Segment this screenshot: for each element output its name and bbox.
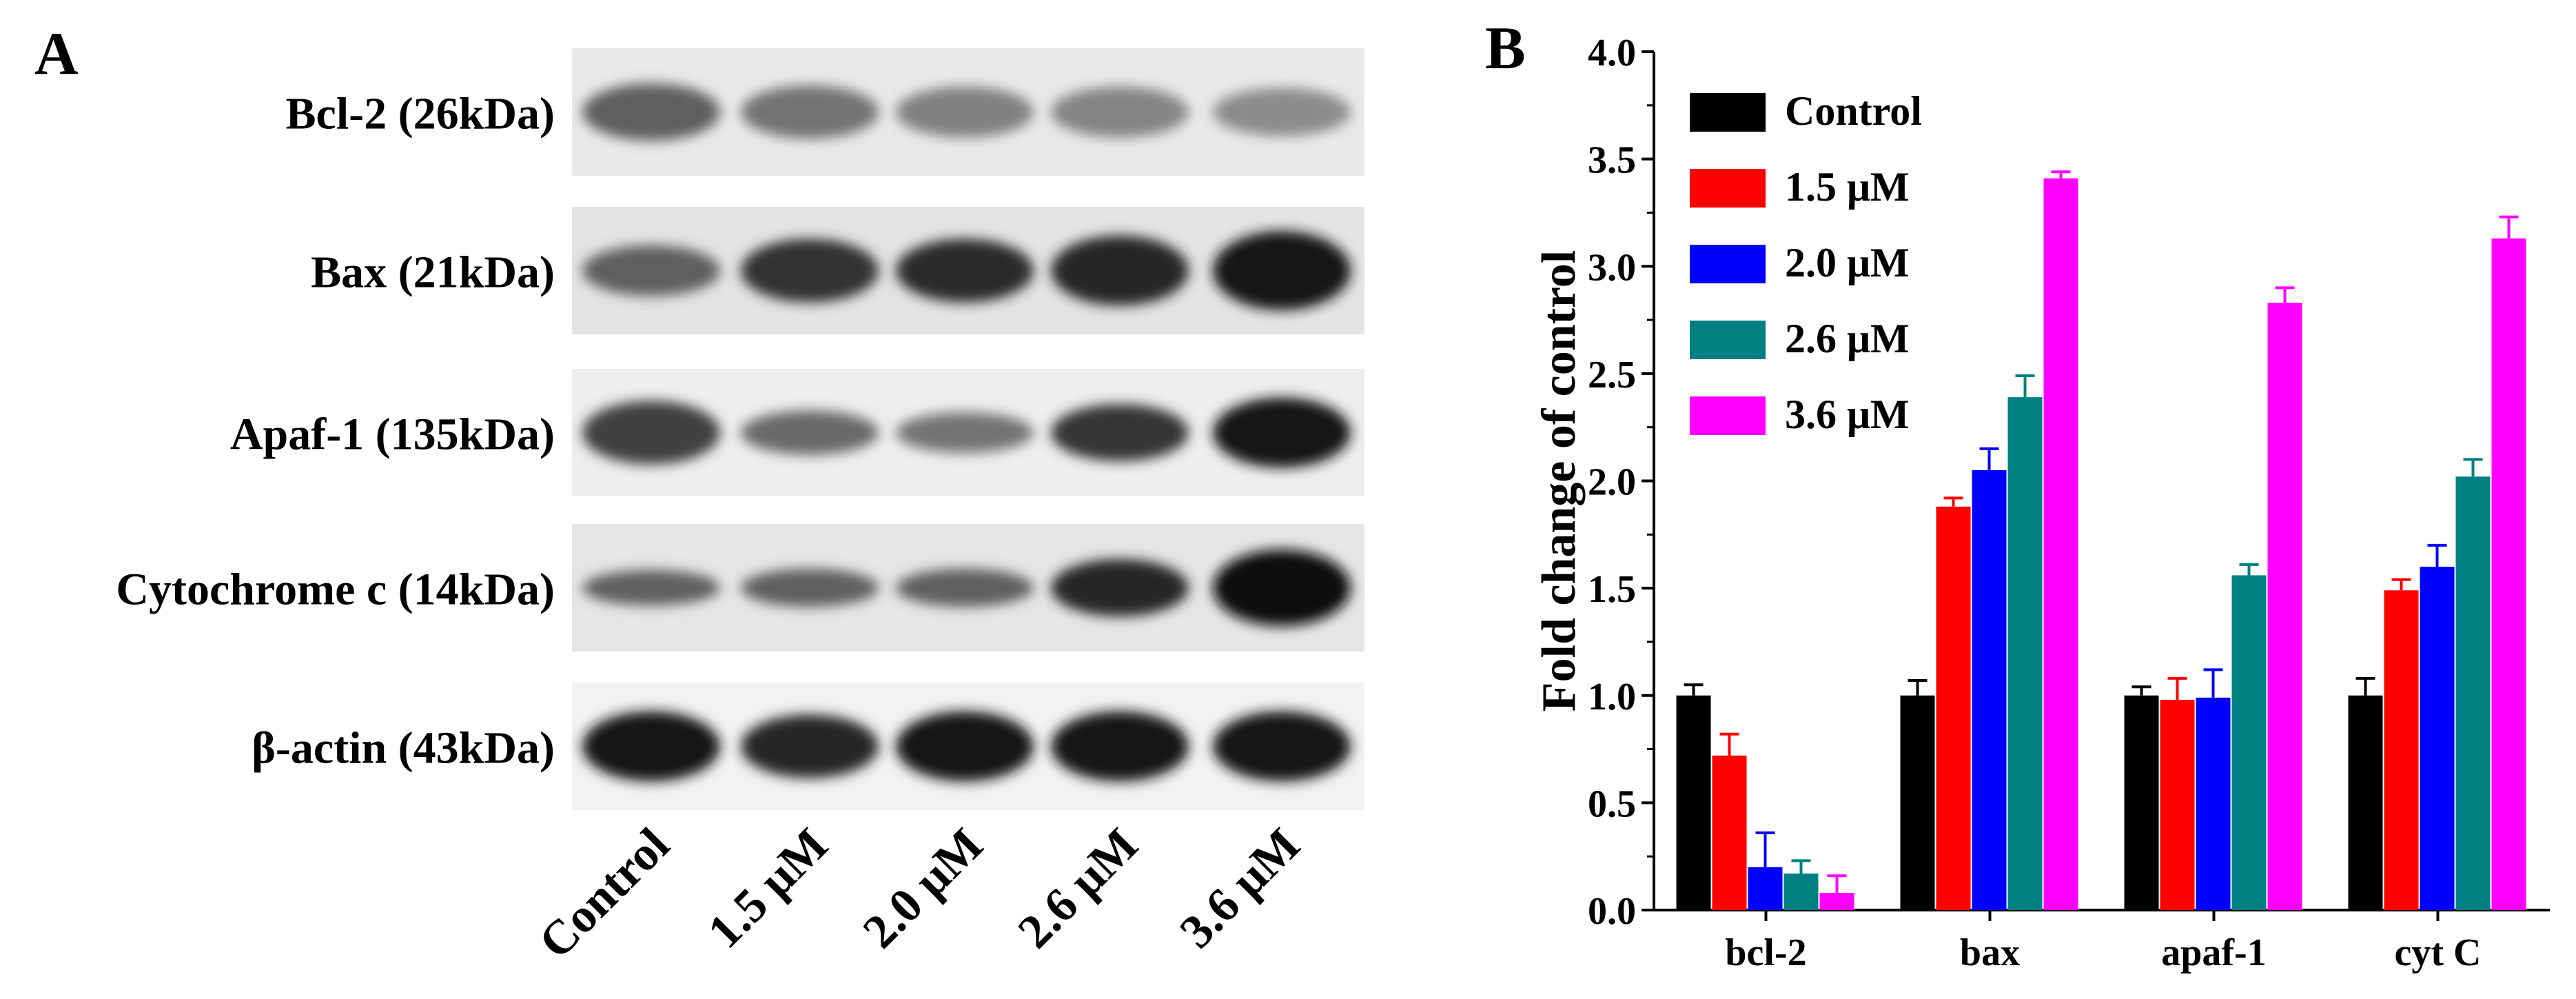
blot-band: [741, 410, 879, 455]
bar: [1972, 470, 2007, 910]
blot-row-label: Apaf-1 (135kDa): [230, 410, 555, 460]
blot-row-label: Bcl-2 (26kDa): [286, 89, 555, 139]
blot-band: [1213, 711, 1351, 782]
y-tick-label: 0.0: [1588, 890, 1636, 933]
bar: [1900, 695, 1935, 910]
blot-row-label: Bax (21kDa): [311, 248, 555, 298]
western-blot-panel: Bcl-2 (26kDa) Bax (21kDa) Apaf-1 (135kDa) C…: [116, 48, 1364, 969]
x-tick-label: cyt C: [2395, 931, 2482, 974]
blot-band: [1051, 558, 1189, 617]
bar: [1936, 506, 1971, 910]
blot-band: [741, 568, 879, 607]
y-tick-label: 2.5: [1588, 354, 1636, 396]
bar: [2384, 590, 2419, 910]
blot-band: [741, 85, 879, 139]
blot-band: [896, 568, 1034, 607]
blot-row-label: Cytochrome c (14kDa): [116, 565, 555, 615]
blot-band: [741, 714, 879, 778]
blot-band: [1213, 88, 1351, 137]
blot-band: [582, 711, 720, 782]
bar: [1748, 867, 1783, 910]
blot-band: [896, 412, 1034, 454]
y-tick-label: 0.5: [1588, 783, 1636, 825]
bar: [1712, 755, 1747, 910]
legend-swatch: [1690, 93, 1766, 132]
blot-band: [582, 83, 720, 141]
blot-band: [741, 239, 879, 303]
blot-band: [896, 711, 1034, 782]
legend-label: 1.5 μM: [1785, 164, 1910, 210]
blot-row-label: β-actin (43kDa): [252, 723, 555, 774]
bar: [2160, 699, 2195, 910]
bar: [2491, 238, 2526, 911]
legend-swatch: [1690, 321, 1766, 359]
legend-label: 2.6 μM: [1785, 316, 1910, 361]
y-tick-label: 4.0: [1588, 32, 1636, 74]
legend-label: Control: [1785, 88, 1922, 134]
blot-band: [1213, 231, 1351, 310]
x-tick-label: bax: [1960, 931, 2020, 974]
bar: [1819, 893, 1854, 910]
blot-band: [1213, 549, 1351, 626]
legend-swatch: [1690, 245, 1766, 283]
bar: [2196, 697, 2231, 910]
bar: [2043, 178, 2078, 911]
panel-b-letter: B: [1485, 15, 1526, 82]
panel-a-letter: A: [34, 21, 79, 88]
blot-band: [1051, 86, 1189, 138]
y-tick-label: 1.0: [1588, 676, 1636, 718]
legend-label: 2.0 μM: [1785, 240, 1910, 285]
blot-band: [1213, 397, 1351, 468]
bar: [2348, 695, 2383, 910]
bar: [2231, 575, 2267, 910]
blot-band: [1051, 711, 1189, 782]
blot-band: [582, 401, 720, 465]
blot-band: [896, 86, 1034, 138]
y-tick-label: 3.5: [1588, 139, 1636, 182]
y-tick-label: 1.5: [1588, 568, 1636, 611]
bar: [2007, 397, 2043, 910]
y-tick-label: 3.0: [1588, 246, 1636, 289]
bar: [1676, 695, 1711, 910]
x-tick-label: bcl-2: [1725, 931, 1806, 974]
legend-label: 3.6 μM: [1785, 392, 1910, 437]
bar: [1783, 874, 1819, 910]
blot-band: [1051, 403, 1189, 462]
y-axis-title: Fold change of control: [1533, 250, 1586, 712]
bar: [2124, 695, 2159, 910]
bar: [2420, 567, 2455, 910]
y-tick-label: 2.0: [1588, 461, 1636, 504]
blot-band: [896, 239, 1034, 303]
x-tick-label: apaf-1: [2161, 931, 2266, 974]
blot-band: [582, 245, 720, 296]
blot-band: [582, 569, 720, 606]
bar: [2267, 303, 2302, 911]
legend-swatch: [1690, 169, 1766, 208]
bar: [2455, 476, 2491, 910]
blot-band: [1051, 235, 1189, 306]
legend-swatch: [1690, 396, 1766, 435]
